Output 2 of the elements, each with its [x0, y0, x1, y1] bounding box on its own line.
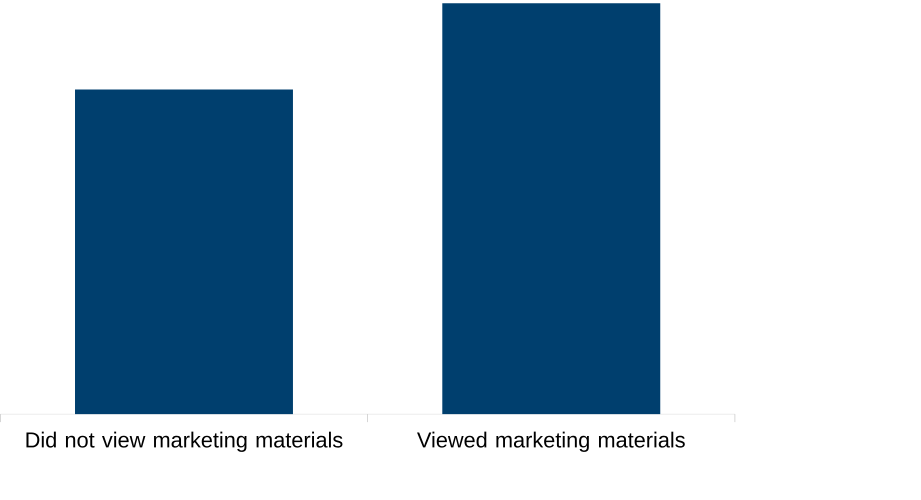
x-tick-label: Viewed marketing materials — [417, 431, 685, 452]
x-tick-label: Did not view marketing materials — [26, 431, 342, 452]
